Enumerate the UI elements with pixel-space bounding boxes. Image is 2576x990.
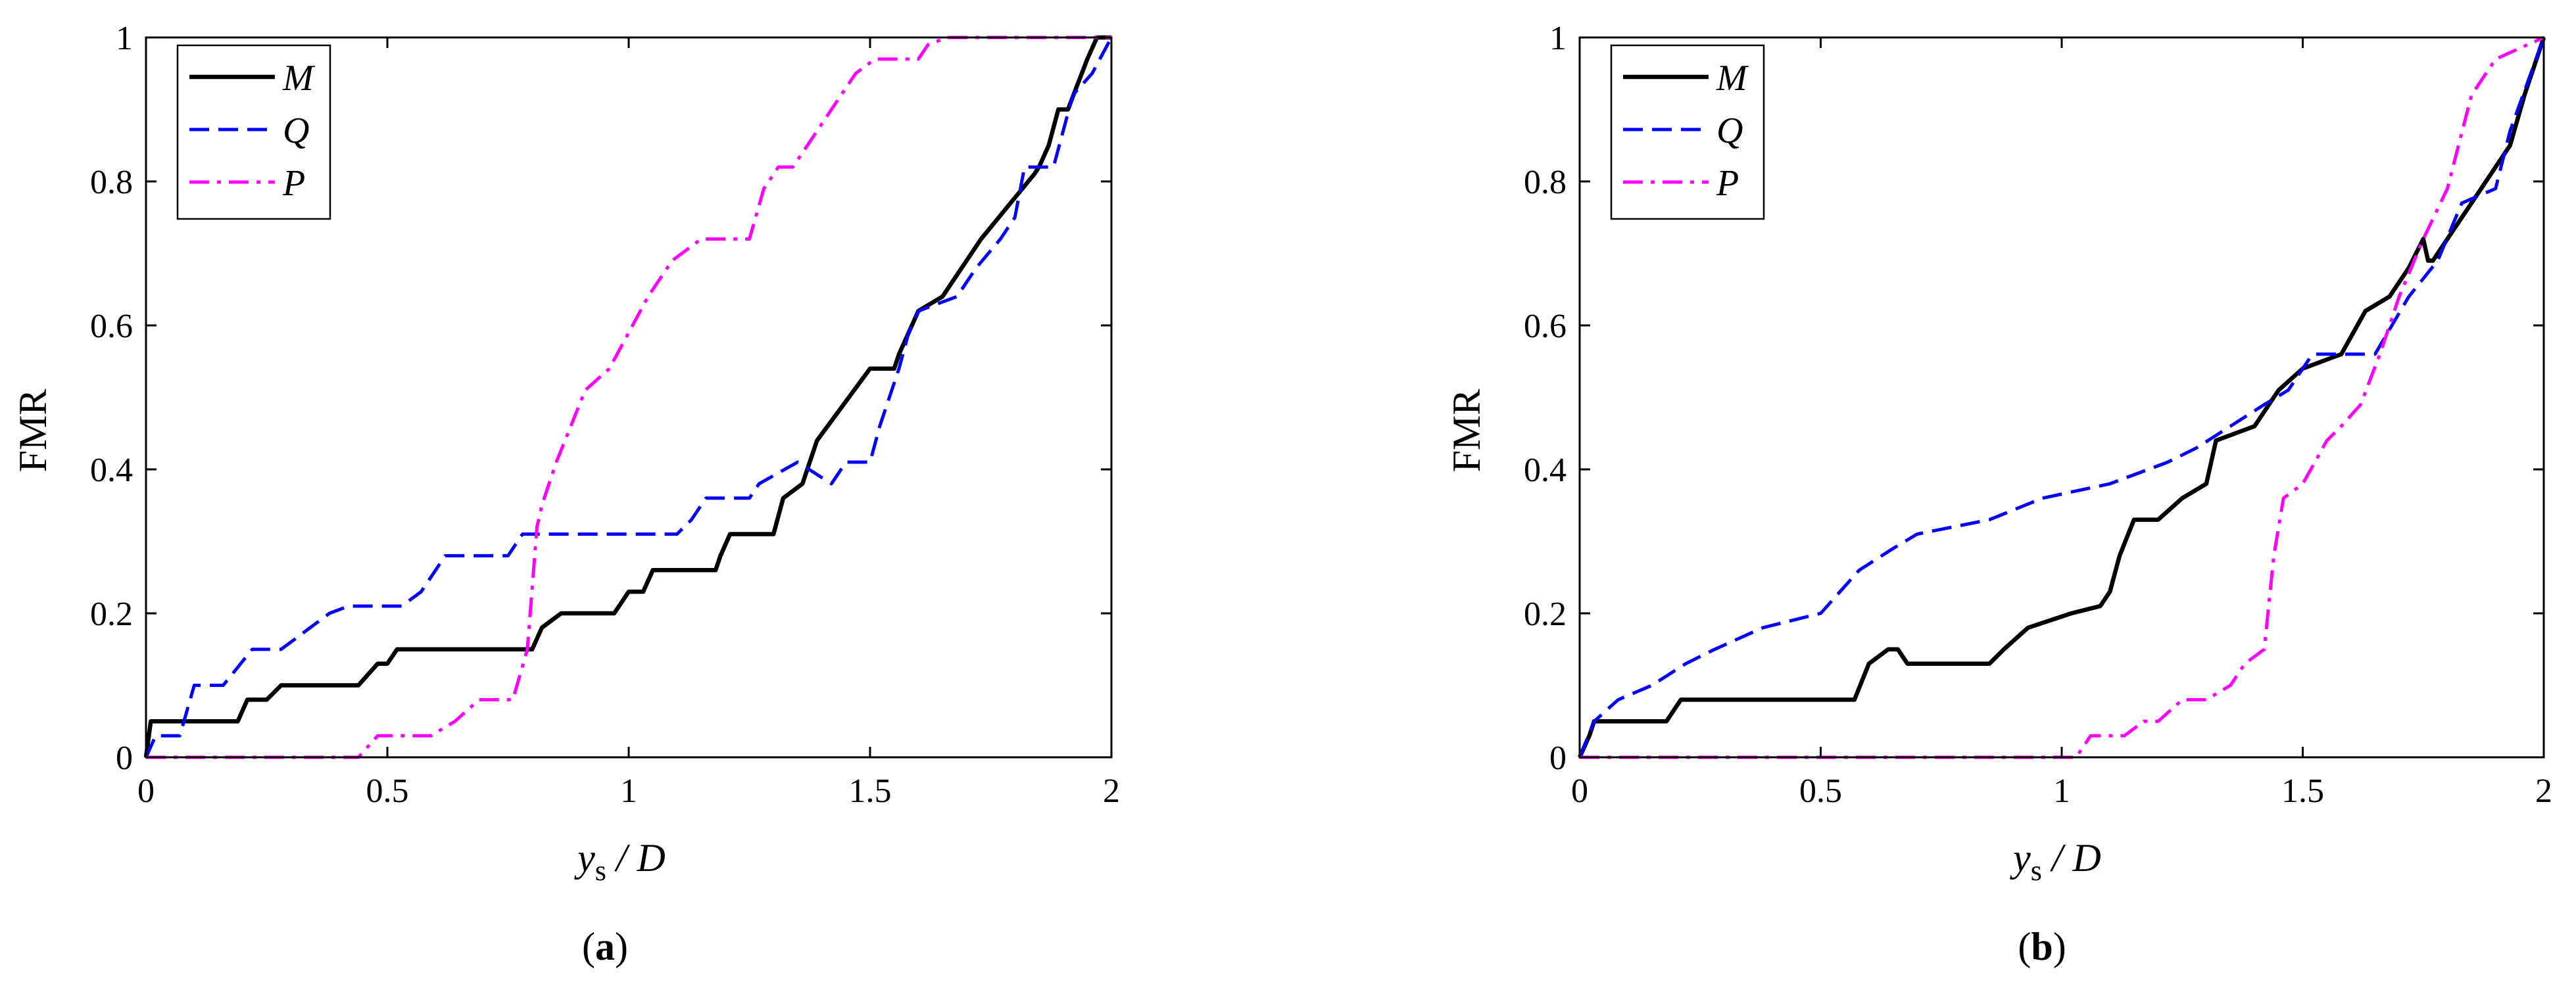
series-line-Q: [1578, 37, 2546, 758]
panel-label-letter: a: [595, 925, 615, 968]
x-axis-label: ys / D: [573, 836, 666, 887]
x-axis-label-variable: y: [573, 836, 595, 880]
panel-label-open: (: [2018, 925, 2031, 968]
plot-area-a: 0 0.5 1 1.5 2 0 0.2 0.4 0.6 0.8 1 MQP: [90, 20, 1120, 810]
y-axis-label: FMR: [11, 389, 55, 473]
y-tick-label: 0.6: [90, 308, 133, 345]
x-axis-label-divisor: / D: [606, 836, 666, 880]
x-axis-label-subscript: s: [595, 855, 606, 887]
x-axis-label-subscript: s: [2031, 855, 2042, 887]
x-tick-label: 2: [1103, 772, 1120, 810]
panel-label-close: ): [2053, 925, 2066, 968]
chart-panel-a: 0 0.5 1 1.5 2 0 0.2 0.4 0.6 0.8 1 MQP FMR ys / D (a…: [11, 20, 1120, 968]
y-tick-label: 1: [1549, 20, 1567, 57]
series-line-P: [1580, 35, 2545, 759]
x-tick-label: 1: [620, 772, 637, 810]
y-tick-label: 0: [116, 740, 133, 777]
legend-label-P: P: [1716, 163, 1739, 204]
legend-label-M: M: [282, 58, 316, 99]
y-tick-label: 0.8: [1524, 164, 1567, 201]
series-line-Q: [144, 36, 1113, 759]
series-line-P: [146, 35, 1111, 759]
y-tick-label: 0.4: [90, 452, 133, 489]
x-tick-label: 1: [2053, 772, 2070, 810]
y-tick-label: 0.2: [1524, 596, 1567, 633]
legend-box: [1610, 44, 1765, 220]
legend-label-M: M: [1716, 58, 1749, 99]
x-tick-label: 1.5: [2281, 772, 2324, 810]
chart-panel-b: 0 0.5 1 1.5 2 0 0.2 0.4 0.6 0.8 1 MQP FMR ys / D (b…: [1445, 20, 2552, 968]
y-tick-label: 0: [1549, 740, 1567, 777]
x-tick-label: 0.5: [366, 772, 409, 810]
legend-label-Q: Q: [283, 110, 309, 151]
x-tick-label: 0.5: [1799, 772, 1842, 810]
legend: MQP: [1610, 44, 1765, 220]
legend: MQP: [176, 44, 331, 220]
panel-label-letter: b: [2031, 925, 2053, 968]
x-tick-label: 1.5: [849, 772, 892, 810]
panel-label: (b): [2018, 925, 2066, 968]
x-axis-label: ys / D: [2009, 836, 2101, 887]
x-axis-label-variable: y: [2009, 836, 2031, 880]
x-tick-label: 0: [1571, 772, 1588, 810]
y-tick-label: 1: [116, 20, 133, 57]
panel-label-close: ): [615, 925, 628, 968]
y-tick-label: 0.6: [1524, 308, 1567, 345]
plot-area-b: 0 0.5 1 1.5 2 0 0.2 0.4 0.6 0.8 1 MQP: [1524, 20, 2552, 810]
y-tick-label: 0.2: [90, 596, 133, 633]
y-tick-label: 0.8: [90, 164, 133, 201]
legend-box: [176, 44, 331, 220]
y-axis-label: FMR: [1445, 389, 1488, 473]
x-axis-label-divisor: / D: [2042, 836, 2101, 880]
panel-label-open: (: [582, 925, 595, 968]
legend-label-Q: Q: [1716, 110, 1743, 151]
legend-label-P: P: [282, 163, 305, 204]
series-line-M: [143, 35, 1111, 758]
x-tick-label: 2: [2535, 772, 2552, 810]
series-line-M: [1578, 36, 2546, 759]
panel-label: (a): [582, 925, 628, 968]
y-tick-label: 0.4: [1524, 452, 1567, 489]
x-tick-label: 0: [137, 772, 155, 810]
